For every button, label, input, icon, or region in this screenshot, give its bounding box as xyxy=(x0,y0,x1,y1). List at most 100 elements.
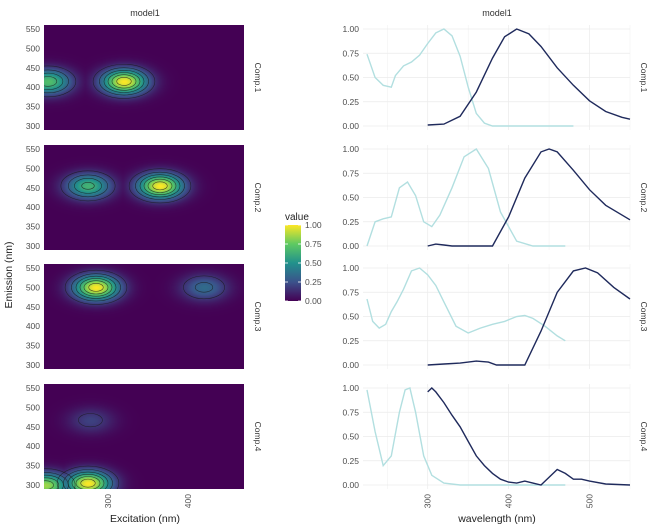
facet-label-comp2: Comp.2 xyxy=(639,183,649,213)
y-tick-label: 450 xyxy=(26,63,40,73)
contour-line xyxy=(103,69,145,93)
y-tick-label: 1.00 xyxy=(342,263,359,273)
eem-heatmap-chart: model1 300 350 400 450 500 550 Comp.1 300 350 400… xyxy=(3,8,263,525)
line-panel-comp1: 0.00 0.25 0.50 0.75 1.00 Comp.1 xyxy=(342,24,649,131)
legend-tick-label: 1.00 xyxy=(305,220,322,230)
contour-line xyxy=(194,282,214,293)
legend-tick-label: 0.75 xyxy=(305,239,322,249)
y-tick-label: 350 xyxy=(26,102,40,112)
y-tick-label: 0.25 xyxy=(342,217,359,227)
heatmap-raster xyxy=(44,145,244,250)
y-tick-label: 300 xyxy=(26,360,40,370)
contour-line xyxy=(111,74,137,89)
y-tick-label: 1.00 xyxy=(342,144,359,154)
contour-line xyxy=(99,67,149,96)
loadings-line-chart: model1 0.00 0.25 0.50 0.75 1.00 Comp.1 0.00 0.2… xyxy=(342,8,649,525)
y-tick-label: 0.50 xyxy=(342,73,359,83)
x-tick-label: 400 xyxy=(183,494,193,508)
y-tick-label: 1.00 xyxy=(342,24,359,34)
y-tick-label: 0.25 xyxy=(342,336,359,346)
heatmap-panel-comp2 xyxy=(44,145,244,250)
contour-line xyxy=(44,76,58,87)
y-tick-label: 550 xyxy=(26,383,40,393)
y-tick-label: 400 xyxy=(26,202,40,212)
y-tick-label: 500 xyxy=(26,402,40,412)
facet-label-comp1: Comp.1 xyxy=(639,63,649,93)
right-chart-title: model1 xyxy=(482,8,512,18)
y-tick-label: 0.00 xyxy=(342,480,359,490)
y-tick-label: 550 xyxy=(26,263,40,273)
y-tick-label: 450 xyxy=(26,422,40,432)
contour-line xyxy=(44,477,60,489)
contour-line xyxy=(78,413,103,428)
legend-title: value xyxy=(285,212,309,223)
contour-line xyxy=(183,275,225,300)
facet-label-comp3: Comp.3 xyxy=(253,302,263,332)
contour-line xyxy=(71,273,121,302)
y-tick-label: 0.50 xyxy=(342,193,359,203)
y-tick-label: 0.75 xyxy=(342,287,359,297)
y-tick-label: 0.00 xyxy=(342,121,359,131)
left-chart-title: model1 xyxy=(130,8,160,18)
heatmap-raster xyxy=(44,384,244,489)
contour-line xyxy=(152,181,168,191)
contour-line xyxy=(44,472,69,489)
y-tick-label: 450 xyxy=(26,183,40,193)
contour-line xyxy=(44,474,64,489)
emission-loading-line xyxy=(427,267,631,366)
facet-label-comp4: Comp.4 xyxy=(253,422,263,452)
y-tick-label: 400 xyxy=(26,321,40,331)
contour-line xyxy=(143,176,177,196)
legend-tick-label: 0.25 xyxy=(305,277,322,287)
facet-label-comp2: Comp.2 xyxy=(253,183,263,213)
heatmap-panel-comp1 xyxy=(44,25,244,130)
y-tick-label: 400 xyxy=(26,441,40,451)
facet-label-comp3: Comp.3 xyxy=(639,302,649,332)
contour-line xyxy=(88,282,104,292)
line-panel-comp4: 0.00 0.25 0.50 0.75 1.00 Comp.4 xyxy=(342,383,649,490)
contour-line xyxy=(64,269,128,305)
left-ylabel: Emission (nm) xyxy=(3,241,15,308)
facet-label-comp1: Comp.1 xyxy=(253,63,263,93)
contour-line xyxy=(83,280,109,295)
contour-line xyxy=(139,174,181,198)
x-tick-label: 300 xyxy=(423,494,433,508)
excitation-loading-line xyxy=(366,148,566,247)
y-tick-label: 550 xyxy=(26,144,40,154)
y-tick-label: 0.00 xyxy=(342,241,359,251)
y-tick-label: 350 xyxy=(26,222,40,232)
emission-loading-line xyxy=(427,387,631,486)
facet-label-comp4: Comp.4 xyxy=(639,422,649,452)
y-tick-label: 0.50 xyxy=(342,432,359,442)
emission-loading-line xyxy=(427,28,631,126)
y-tick-label: 450 xyxy=(26,302,40,312)
legend-tick-label: 0.00 xyxy=(305,296,322,306)
contour-line xyxy=(44,65,77,98)
y-tick-label: 400 xyxy=(26,82,40,92)
value-legend: value 0.00 0.25 0.50 0.75 1.00 xyxy=(285,212,322,306)
contour-line xyxy=(56,465,120,489)
contour-line xyxy=(74,177,102,194)
contour-line xyxy=(81,182,95,190)
excitation-loading-line xyxy=(366,387,566,486)
x-tick-label: 300 xyxy=(103,494,113,508)
right-xlabel: wavelength (nm) xyxy=(457,513,536,525)
contour-line xyxy=(71,473,105,489)
line-panel-comp2: 0.00 0.25 0.50 0.75 1.00 Comp.2 xyxy=(342,144,649,251)
contour-line xyxy=(44,72,64,90)
contour-line xyxy=(44,69,69,94)
y-tick-label: 0.75 xyxy=(342,407,359,417)
excitation-loading-line xyxy=(366,28,574,127)
y-tick-label: 350 xyxy=(26,341,40,351)
y-tick-label: 300 xyxy=(26,121,40,131)
contour-line xyxy=(147,178,173,193)
contour-line xyxy=(44,468,76,489)
contour-line xyxy=(79,278,113,297)
y-tick-label: 1.00 xyxy=(342,383,359,393)
contour-line xyxy=(80,478,96,488)
y-tick-label: 0.75 xyxy=(342,168,359,178)
y-tick-label: 300 xyxy=(26,241,40,251)
contour-line xyxy=(60,170,116,202)
y-tick-label: 500 xyxy=(26,43,40,53)
